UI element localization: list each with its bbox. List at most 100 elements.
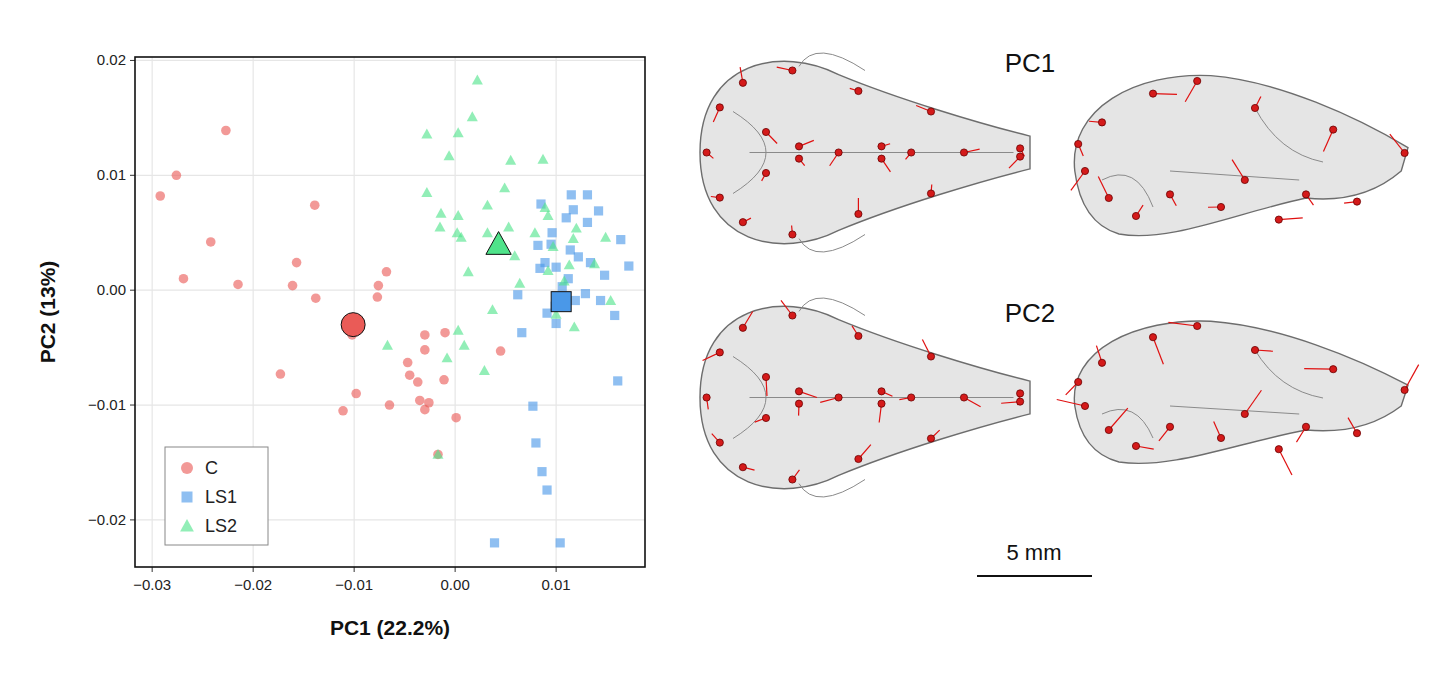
point [434, 221, 445, 231]
skull-outline [1074, 75, 1408, 235]
landmark [1105, 194, 1112, 201]
landmark [739, 79, 746, 86]
landmark-vector [1153, 337, 1163, 364]
landmark-vector [1304, 368, 1333, 370]
point [509, 250, 520, 260]
landmark [1251, 104, 1258, 111]
landmark [739, 219, 746, 226]
point [479, 365, 490, 375]
point [610, 311, 619, 320]
point [583, 218, 592, 227]
group-mean [341, 313, 365, 337]
skull-lateral-pc2 [1057, 321, 1419, 475]
landmark [855, 210, 862, 217]
landmark [878, 143, 885, 150]
point [206, 237, 216, 247]
x-tick-label: −0.03 [133, 576, 171, 593]
point [482, 227, 493, 237]
point [338, 406, 348, 416]
grid-line [135, 175, 645, 176]
landmark [1017, 390, 1024, 397]
landmark [1098, 359, 1105, 366]
landmark [789, 476, 796, 483]
point [382, 340, 393, 350]
point [583, 190, 592, 199]
marks [155, 74, 633, 547]
series-ls2 [382, 74, 616, 458]
landmark [795, 400, 802, 407]
point [537, 467, 546, 476]
landmark [716, 439, 723, 446]
landmark [1401, 149, 1408, 156]
y-tick-label: 0.00 [97, 281, 126, 298]
landmark [908, 394, 915, 401]
point [433, 450, 443, 460]
landmark [960, 394, 967, 401]
series-c [155, 126, 505, 460]
point [374, 281, 384, 291]
landmark-vector [1109, 408, 1128, 430]
landmark [1217, 203, 1224, 210]
landmark [716, 349, 723, 356]
point [537, 154, 548, 164]
point [600, 271, 609, 280]
point [529, 227, 540, 237]
landmark [1194, 322, 1201, 329]
landmark [1275, 446, 1282, 453]
point [487, 304, 498, 314]
skull-detail [1102, 350, 1323, 438]
landmark-vector [1245, 390, 1262, 414]
point [233, 280, 243, 290]
grid [135, 57, 645, 567]
point [444, 150, 455, 160]
landmark [878, 400, 885, 407]
grid-line [135, 60, 645, 61]
legend-label: LS1 [205, 487, 237, 507]
landmark [927, 108, 934, 115]
grid-line [354, 57, 355, 567]
landmark [855, 332, 862, 339]
point [373, 292, 383, 302]
x-tick-label: −0.02 [234, 576, 272, 593]
point [442, 352, 453, 362]
landmark-vector [1279, 449, 1292, 475]
landmark [1105, 426, 1112, 433]
scale-bar-label: 5 mm [1007, 540, 1062, 565]
point [420, 345, 430, 355]
landmark [795, 155, 802, 162]
landmark [703, 394, 710, 401]
landmark [1017, 398, 1024, 405]
point [463, 266, 474, 276]
point [415, 396, 425, 406]
point [490, 538, 499, 547]
point [439, 375, 449, 385]
landmark [878, 388, 885, 395]
point [421, 187, 432, 197]
landmark [927, 435, 934, 442]
landmark [927, 353, 934, 360]
point [613, 376, 622, 385]
landmark [1149, 90, 1156, 97]
point [405, 370, 415, 380]
landmark [1302, 423, 1309, 430]
point [581, 289, 590, 298]
point [548, 241, 559, 251]
point [288, 281, 298, 291]
landmark [1017, 153, 1024, 160]
point [624, 261, 633, 270]
landmark [789, 312, 796, 319]
point [420, 330, 430, 340]
landmark [835, 149, 842, 156]
point [482, 200, 493, 210]
point [453, 325, 464, 335]
point [413, 377, 423, 387]
point [596, 296, 605, 305]
point [528, 402, 537, 411]
landmark [927, 190, 934, 197]
legend: CLS1LS2 [165, 447, 268, 545]
landmark [1132, 442, 1139, 449]
x-axis-title: PC1 (22.2%) [330, 616, 450, 639]
landmark [762, 169, 769, 176]
panel-label: PC2 [1005, 298, 1056, 328]
point [451, 413, 461, 423]
